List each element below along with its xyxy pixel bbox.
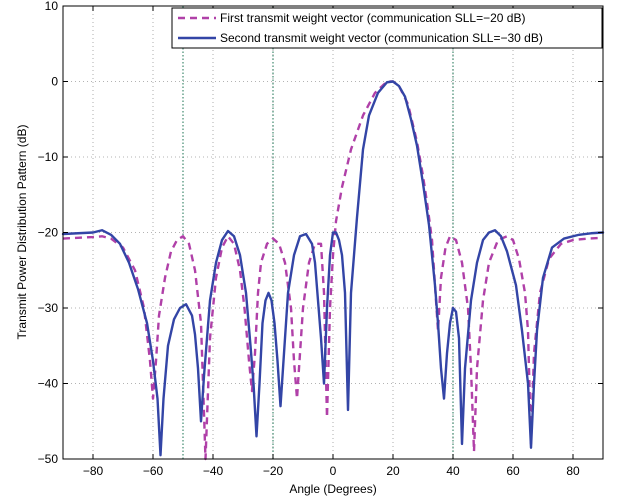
y-tick-label: −10 [38,150,59,164]
x-tick-label: 20 [386,464,400,478]
y-tick-label: 0 [51,75,58,89]
y-axis-label: Transmit Power Distribution Pattern (dB) [15,125,29,340]
y-tick-label: 10 [45,0,59,13]
x-tick-label: −20 [263,464,284,478]
series-line-second [61,80,605,457]
series-layer [61,80,605,461]
y-tick-label: −20 [38,226,59,240]
y-tick-label: −30 [38,301,59,315]
x-tick-label: −80 [83,464,104,478]
legend-label-second: Second transmit weight vector (communica… [220,31,543,45]
legend: First transmit weight vector (communicat… [171,7,603,49]
legend-label-first: First transmit weight vector (communicat… [220,11,525,25]
x-tick-label: 40 [446,464,460,478]
x-tick-label: 0 [330,464,337,478]
x-tick-label: 60 [506,464,520,478]
y-tick-label: −40 [38,377,59,391]
x-axis-label: Angle (Degrees) [289,482,376,496]
x-tick-label: 80 [566,464,580,478]
plot-area [61,5,605,461]
series-line-first [62,80,604,461]
x-tick-label: −40 [203,464,224,478]
x-tick-label: −60 [143,464,164,478]
legend-box [171,7,603,49]
y-tick-label: −50 [38,452,59,466]
